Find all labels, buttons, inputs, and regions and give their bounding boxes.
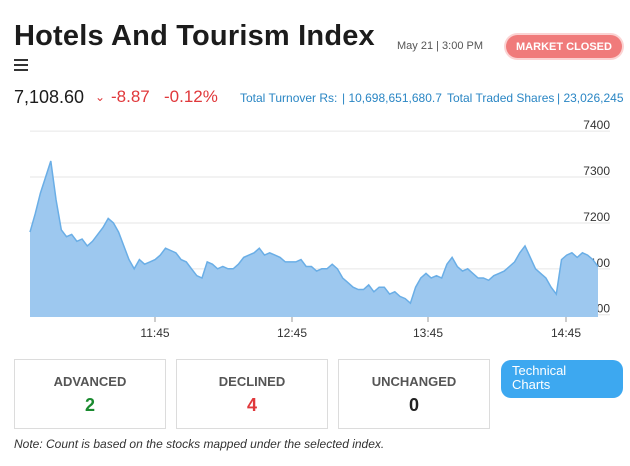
- traded-shares-value: | 23,026,245: [557, 91, 624, 105]
- index-value: 7,108.60: [14, 87, 85, 107]
- declined-label: DECLINED: [218, 374, 286, 389]
- timestamp: May 21 | 3:00 PM: [397, 40, 484, 52]
- x-tick-label: 12:45: [277, 326, 307, 340]
- declined-count: 4: [246, 395, 257, 415]
- advanced-label: ADVANCED: [53, 374, 127, 389]
- unchanged-card: UNCHANGED 0: [338, 359, 490, 429]
- advanced-count: 2: [84, 395, 95, 415]
- technical-charts-line2: Charts: [512, 377, 551, 392]
- technical-charts-button[interactable]: Technical Charts: [501, 360, 623, 398]
- x-tick-label: 11:45: [140, 326, 169, 340]
- declined-card: DECLINED 4: [176, 359, 328, 429]
- technical-charts-line1: Technical: [512, 363, 567, 378]
- turnover-value: | 10,698,651,680.7: [342, 91, 442, 105]
- advanced-card: ADVANCED 2: [14, 359, 166, 429]
- series-area: [30, 161, 598, 317]
- page-title: Hotels And Tourism Index: [14, 20, 375, 52]
- y-tick-label: 7300: [583, 164, 610, 178]
- unchanged-label: UNCHANGED: [371, 374, 457, 389]
- footnote: Note: Count is based on the stocks mappe…: [14, 437, 385, 451]
- index-change-percent: -0.12%: [164, 87, 218, 106]
- index-change: -8.87: [111, 87, 150, 106]
- y-tick-label: 7400: [583, 118, 610, 132]
- market-status-badge: MARKET CLOSED: [506, 35, 622, 58]
- x-tick-label: 14:45: [551, 326, 581, 340]
- traded-shares-label: Total Traded Shares: [447, 91, 555, 105]
- series-line: [29, 160, 599, 305]
- unchanged-count: 0: [408, 395, 419, 415]
- caret-down-icon: ⌄: [95, 90, 106, 104]
- y-tick-label: 7200: [583, 210, 610, 224]
- turnover-label: Total Turnover Rs:: [240, 91, 338, 105]
- x-tick-label: 13:45: [413, 326, 443, 340]
- menu-icon[interactable]: [14, 59, 28, 71]
